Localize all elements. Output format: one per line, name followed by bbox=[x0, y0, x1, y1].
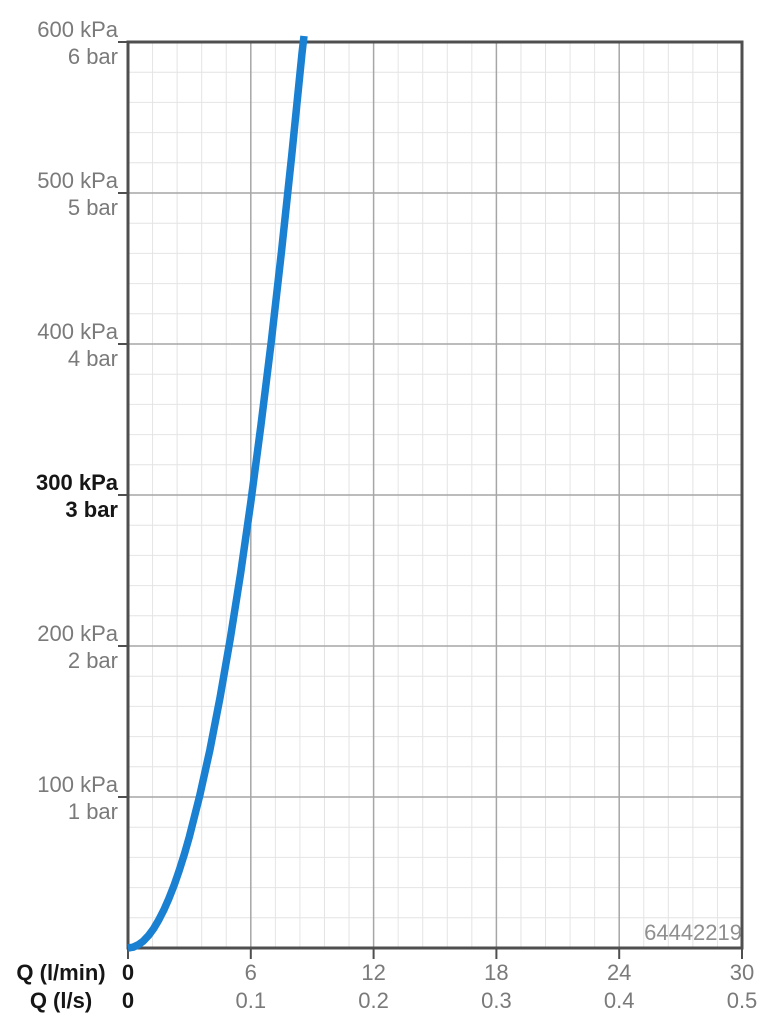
y-axis-label-300: 300 kPa 3 bar bbox=[0, 469, 118, 523]
x-axis-label-l/s-0.3: 0.3 bbox=[481, 988, 512, 1013]
x-axis-label-l/min-18: 18 bbox=[484, 960, 509, 985]
y-label-bar: 5 bar bbox=[67, 195, 118, 220]
y-label-kpa: 100 kPa bbox=[37, 772, 118, 797]
x-axis-label-l/s-0.5: 0.5 bbox=[726, 988, 758, 1013]
y-axis-label-100: 100 kPa 1 bar bbox=[0, 771, 118, 825]
x-axis-label-l/s-0.4: 0.4 bbox=[603, 988, 635, 1013]
x-axis-label-l/s-0.2: 0.2 bbox=[358, 988, 389, 1013]
y-label-bar: 4 bar bbox=[67, 346, 118, 371]
x-axis-title-ls: Q (l/s) bbox=[29, 988, 93, 1013]
y-label-bar: 2 bar bbox=[67, 648, 118, 673]
x-axis-label-l/s-0.1: 0.1 bbox=[235, 988, 267, 1013]
y-label-kpa: 500 kPa bbox=[37, 168, 118, 193]
x-axis-label-l/min-12: 12 bbox=[361, 960, 386, 985]
product-code: 64442219 bbox=[644, 920, 742, 945]
y-axis-label-200: 200 kPa 2 bar bbox=[0, 620, 118, 674]
x-axis-label-l/min-6: 6 bbox=[244, 960, 257, 985]
x-axis-label-l/min-24: 24 bbox=[606, 960, 632, 985]
y-label-bar: 3 bar bbox=[65, 497, 118, 522]
y-label-kpa: 400 kPa bbox=[37, 319, 118, 344]
y-label-kpa: 200 kPa bbox=[37, 621, 118, 646]
y-label-kpa: 600 kPa bbox=[37, 17, 118, 42]
y-label-bar: 1 bar bbox=[67, 799, 118, 824]
flow-pressure-curve bbox=[127, 35, 308, 952]
y-label-bar: 6 bar bbox=[67, 44, 118, 69]
axis-tick-marks bbox=[118, 41, 743, 959]
x-axis-label-l/min-0: 0 bbox=[121, 960, 135, 985]
x-axis-label-l/s-0: 0 bbox=[121, 988, 135, 1013]
x-axis-title-lmin: Q (l/min) bbox=[16, 960, 106, 985]
major-gridlines bbox=[128, 42, 742, 948]
y-axis-label-400: 400 kPa 4 bar bbox=[0, 318, 118, 372]
y-label-kpa: 300 kPa bbox=[36, 470, 118, 495]
y-axis-label-600: 600 kPa 6 bar bbox=[0, 16, 118, 70]
y-axis-label-500: 500 kPa 5 bar bbox=[0, 167, 118, 221]
plot-frame bbox=[126, 40, 744, 950]
x-axis-label-l/min-30: 30 bbox=[729, 960, 755, 985]
